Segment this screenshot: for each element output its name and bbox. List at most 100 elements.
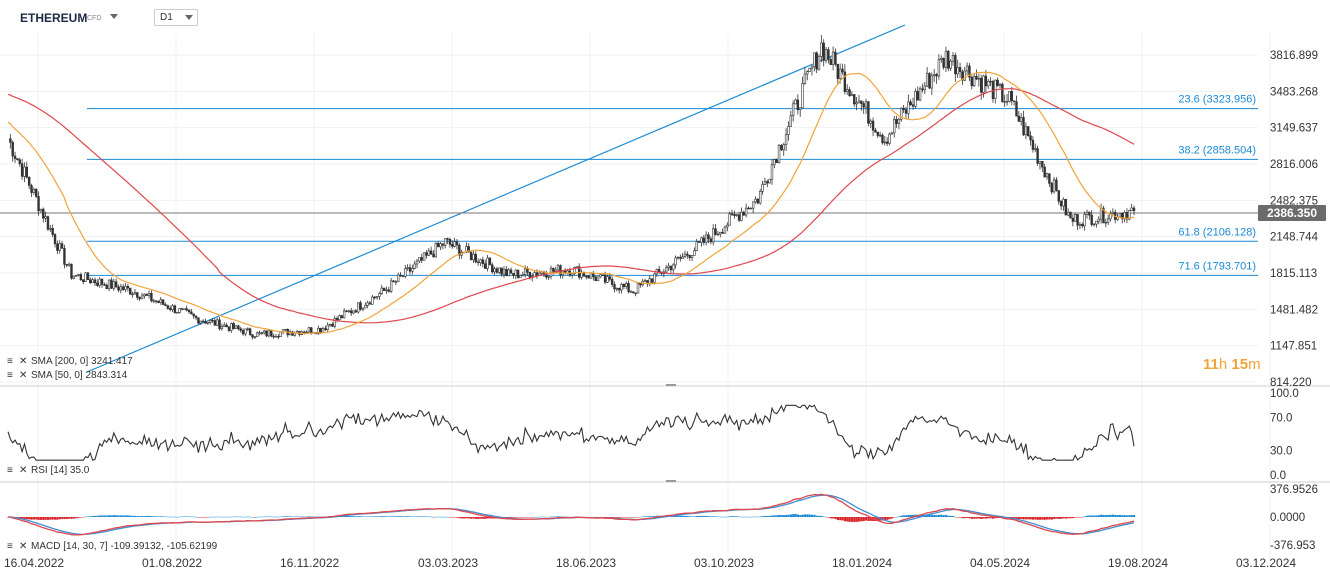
sma50-line[interactable] bbox=[7, 71, 1135, 335]
candle-body bbox=[1090, 214, 1093, 225]
macd-histogram-bar bbox=[1069, 517, 1072, 519]
macd-histogram-bar bbox=[632, 517, 635, 518]
macd-histogram-bar bbox=[86, 516, 90, 517]
candle-body bbox=[871, 120, 875, 131]
macd-histogram-bar bbox=[185, 516, 188, 517]
macd-histogram-bar bbox=[1062, 517, 1065, 519]
macd-histogram-bar bbox=[778, 514, 781, 517]
legend-menu-icon[interactable]: ≡ bbox=[7, 541, 13, 552]
candle-body bbox=[869, 120, 872, 124]
macd-histogram-bar bbox=[528, 517, 532, 518]
candle-body bbox=[302, 331, 306, 334]
date-axis-tick: 03.12.2024 bbox=[1236, 556, 1296, 570]
macd-histogram-bar bbox=[380, 516, 383, 517]
candle-body bbox=[1123, 211, 1126, 220]
legend-rsi[interactable]: ≡ ✕ RSI [14] 35.0 bbox=[7, 465, 90, 476]
macd-histogram-bar bbox=[514, 517, 517, 518]
macd-histogram-bar bbox=[731, 516, 734, 517]
macd-histogram-bar bbox=[608, 517, 611, 518]
candle-body bbox=[317, 327, 320, 335]
candle-body bbox=[453, 241, 456, 247]
timeframe-value: D1 bbox=[160, 12, 173, 23]
macd-histogram-bar bbox=[126, 515, 130, 517]
macd-histogram-bar bbox=[411, 516, 414, 518]
candle-body bbox=[46, 216, 50, 230]
macd-histogram-bar bbox=[446, 516, 449, 518]
macd-histogram-bar bbox=[1107, 515, 1110, 517]
candle-body bbox=[928, 73, 931, 89]
macd-histogram-bar bbox=[140, 516, 144, 517]
legend-close-icon[interactable]: ✕ bbox=[19, 465, 27, 476]
macd-histogram-bar bbox=[465, 517, 468, 519]
candle-body bbox=[1038, 160, 1042, 164]
rsi-line[interactable] bbox=[7, 404, 1135, 462]
candle-body bbox=[1045, 173, 1049, 178]
macd-histogram-bar bbox=[413, 516, 416, 517]
candle-body bbox=[56, 243, 59, 251]
trend-line[interactable] bbox=[86, 24, 906, 373]
candle-body bbox=[1010, 91, 1013, 102]
legend-menu-icon[interactable]: ≡ bbox=[7, 370, 13, 381]
candle-body bbox=[735, 214, 738, 216]
pane-resize-handle[interactable] bbox=[666, 384, 676, 386]
candle-body bbox=[35, 189, 38, 197]
macd-histogram-bar bbox=[150, 516, 153, 517]
candle-body bbox=[700, 237, 703, 243]
macd-histogram-bar bbox=[1031, 517, 1035, 520]
legend-macd[interactable]: ≡ ✕ MACD [14, 30, 7] -109.39132, -105.62… bbox=[7, 541, 218, 552]
macd-histogram-bar bbox=[822, 516, 825, 518]
candle-body bbox=[491, 264, 494, 273]
macd-histogram-bar bbox=[538, 516, 541, 518]
candle-body bbox=[1069, 211, 1072, 219]
legend-close-icon[interactable]: ✕ bbox=[19, 370, 27, 381]
candle-body bbox=[366, 302, 369, 306]
sma200-line[interactable] bbox=[7, 88, 1135, 324]
legend-close-icon[interactable]: ✕ bbox=[19, 541, 27, 552]
macd-histogram-bar bbox=[542, 516, 546, 518]
candle-body bbox=[244, 328, 247, 335]
macd-histogram-bar bbox=[56, 517, 59, 520]
legend-sma50[interactable]: ≡ ✕ SMA [50, 0] 2843.314 bbox=[7, 370, 128, 381]
candle-body bbox=[935, 74, 938, 77]
candle-body bbox=[161, 299, 165, 305]
macd-histogram-bar bbox=[361, 516, 365, 517]
macd-histogram-bar bbox=[39, 517, 43, 520]
macd-histogram-bar bbox=[392, 516, 395, 517]
candle-body bbox=[667, 265, 670, 269]
rsi-axis-tick: 70.0 bbox=[1270, 413, 1292, 425]
macd-histogram-bar bbox=[30, 517, 33, 520]
candle-body bbox=[599, 274, 602, 278]
macd-histogram-bar bbox=[408, 516, 412, 517]
candle-body bbox=[310, 327, 313, 334]
legend-menu-icon[interactable]: ≡ bbox=[7, 465, 13, 476]
macd-histogram-bar bbox=[738, 516, 741, 518]
candle-body bbox=[989, 80, 992, 83]
macd-histogram-bar bbox=[406, 516, 409, 517]
candle-body bbox=[347, 310, 351, 312]
macd-histogram-bar bbox=[991, 517, 995, 519]
candle-body bbox=[855, 102, 858, 105]
macd-histogram-bar bbox=[448, 517, 452, 518]
legend-close-icon[interactable]: ✕ bbox=[19, 356, 27, 367]
candle-body bbox=[96, 282, 99, 286]
candle-body bbox=[775, 159, 778, 163]
macd-histogram-bar bbox=[742, 516, 745, 518]
macd-line[interactable] bbox=[7, 493, 1135, 536]
legend-menu-icon[interactable]: ≡ bbox=[7, 356, 13, 367]
macd-histogram-bar bbox=[347, 515, 351, 517]
macd-histogram-bar bbox=[420, 516, 423, 518]
candle-body bbox=[944, 50, 948, 68]
candle-body bbox=[770, 164, 774, 180]
macd-histogram-bar bbox=[180, 516, 184, 518]
symbol-name[interactable]: ETHEREUM bbox=[20, 11, 88, 25]
symbol-dropdown-icon[interactable] bbox=[110, 14, 118, 19]
pane-resize-handle[interactable] bbox=[666, 480, 676, 482]
candle-body bbox=[42, 208, 45, 219]
timeframe-select[interactable]: D1 bbox=[154, 9, 198, 26]
candle-body bbox=[150, 293, 153, 302]
candle-body bbox=[131, 293, 134, 296]
macd-signal-line[interactable] bbox=[8, 494, 1135, 536]
legend-sma200[interactable]: ≡ ✕ SMA [200, 0] 3241.417 bbox=[7, 356, 133, 367]
chevron-down-icon[interactable] bbox=[185, 15, 193, 20]
